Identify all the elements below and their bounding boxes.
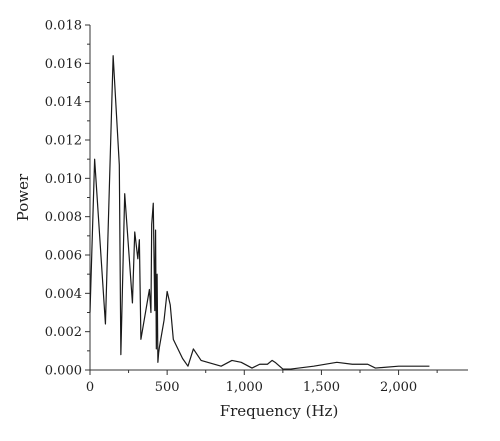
y-tick-label-5: 0.010	[45, 172, 82, 187]
x-tick-label-3: 1,500	[303, 380, 340, 395]
ticks: 0.000 0.002 0.004 0.006 0.008 0.010 0.012 0.014…	[45, 19, 438, 395]
y-tick-label-3: 0.006	[45, 249, 82, 264]
x-axis-title: Frequency (Hz)	[220, 402, 339, 420]
y-tick-label-2: 0.004	[45, 287, 82, 302]
plot-area	[89, 55, 430, 370]
axes	[89, 25, 468, 371]
x-tick-label-1: 500	[155, 380, 180, 395]
x-tick-label-2: 1,000	[226, 380, 263, 395]
y-tick-label-7: 0.014	[45, 95, 82, 110]
series-line-0	[89, 55, 430, 370]
y-tick-label-0: 0.000	[45, 364, 82, 379]
x-tick-label-0: 0	[86, 380, 94, 395]
y-tick-label-1: 0.002	[45, 325, 82, 340]
x-tick-label-4: 2,000	[380, 380, 417, 395]
y-tick-label-8: 0.016	[45, 57, 82, 72]
y-axis-title: Power	[14, 173, 32, 221]
y-tick-label-4: 0.008	[45, 210, 82, 225]
y-tick-label-6: 0.012	[45, 134, 82, 149]
y-tick-label-9: 0.018	[45, 19, 82, 34]
